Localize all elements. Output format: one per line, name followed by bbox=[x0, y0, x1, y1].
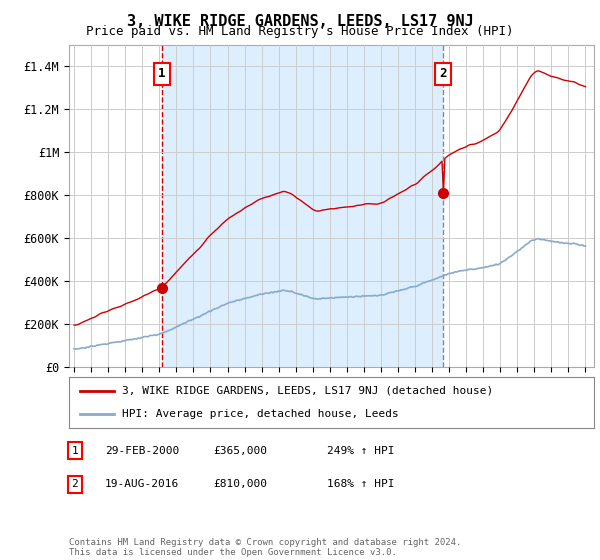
Text: Price paid vs. HM Land Registry's House Price Index (HPI): Price paid vs. HM Land Registry's House … bbox=[86, 25, 514, 38]
Text: 1: 1 bbox=[71, 446, 79, 456]
Text: £810,000: £810,000 bbox=[213, 479, 267, 489]
Text: 2: 2 bbox=[439, 67, 446, 80]
Text: Contains HM Land Registry data © Crown copyright and database right 2024.
This d: Contains HM Land Registry data © Crown c… bbox=[69, 538, 461, 557]
Text: 19-AUG-2016: 19-AUG-2016 bbox=[105, 479, 179, 489]
Text: HPI: Average price, detached house, Leeds: HPI: Average price, detached house, Leed… bbox=[121, 409, 398, 419]
Text: £365,000: £365,000 bbox=[213, 446, 267, 456]
Text: 29-FEB-2000: 29-FEB-2000 bbox=[105, 446, 179, 456]
Text: 3, WIKE RIDGE GARDENS, LEEDS, LS17 9NJ: 3, WIKE RIDGE GARDENS, LEEDS, LS17 9NJ bbox=[127, 14, 473, 29]
Bar bbox=[162, 45, 443, 367]
Text: 1: 1 bbox=[158, 67, 166, 80]
Text: 3, WIKE RIDGE GARDENS, LEEDS, LS17 9NJ (detached house): 3, WIKE RIDGE GARDENS, LEEDS, LS17 9NJ (… bbox=[121, 386, 493, 396]
Text: 2: 2 bbox=[71, 479, 79, 489]
Text: 249% ↑ HPI: 249% ↑ HPI bbox=[327, 446, 395, 456]
Text: 168% ↑ HPI: 168% ↑ HPI bbox=[327, 479, 395, 489]
